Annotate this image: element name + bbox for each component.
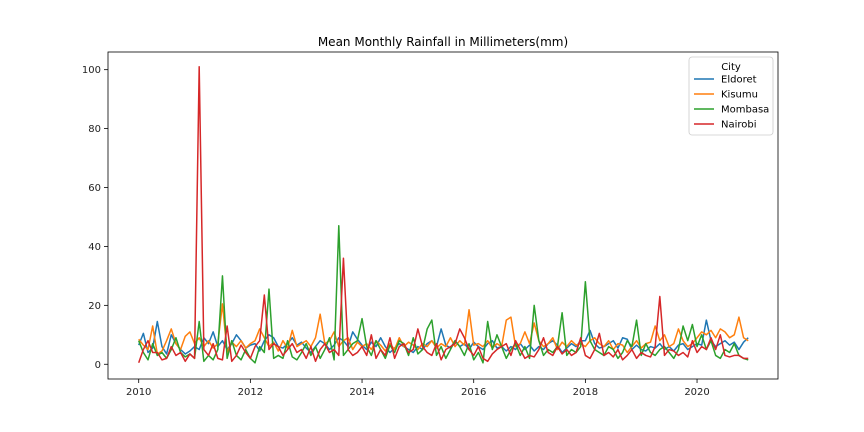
x-tick-label-2014: 2014: [349, 387, 374, 398]
x-tick-label-2020: 2020: [684, 387, 709, 398]
y-tick-label-40: 40: [88, 242, 101, 253]
legend: City Eldoret Kisumu Mombasa Nairobi: [688, 56, 774, 136]
y-tick-label-80: 80: [88, 124, 101, 135]
legend-box: [688, 56, 774, 136]
y-tick-label-60: 60: [88, 183, 101, 194]
series-layer: [138, 65, 749, 364]
series-line-mombasa: [138, 225, 749, 364]
x-tick-label-2018: 2018: [573, 387, 598, 398]
x-axis: 2010 2012 2014 2016 2018 2020: [126, 379, 710, 398]
y-tick-label-20: 20: [88, 301, 101, 312]
legend-label-kisumu: Kisumu: [721, 90, 758, 101]
x-tick-label-2010: 2010: [126, 387, 151, 398]
series-line-nairobi: [138, 65, 749, 364]
legend-label-nairobi: Nairobi: [721, 120, 757, 131]
y-axis: 0 20 40 60 80 100: [82, 65, 108, 371]
x-tick-label-2016: 2016: [461, 387, 486, 398]
legend-title: City: [721, 62, 741, 73]
y-tick-label-0: 0: [95, 360, 101, 371]
legend-label-eldoret: Eldoret: [721, 75, 757, 86]
chart-title: Mean Monthly Rainfall in Millimeters(mm): [318, 35, 568, 49]
legend-entries: Eldoret Kisumu Mombasa Nairobi: [694, 75, 769, 131]
y-tick-label-100: 100: [82, 65, 101, 76]
x-tick-label-2012: 2012: [238, 387, 263, 398]
series-line-eldoret: [138, 319, 749, 355]
legend-label-mombasa: Mombasa: [721, 105, 769, 116]
series-line-kisumu: [138, 303, 749, 355]
axes-frame: [107, 51, 779, 380]
